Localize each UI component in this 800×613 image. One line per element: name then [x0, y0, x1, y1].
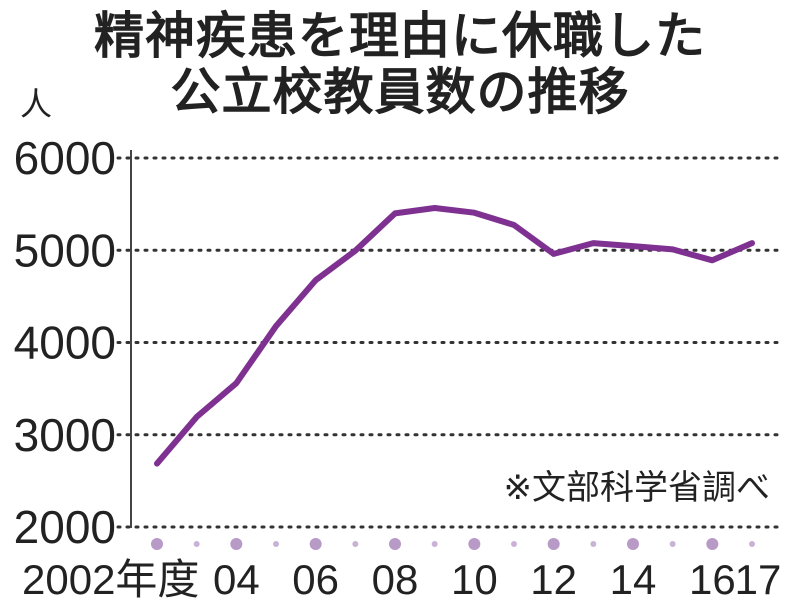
y-tick-label-2000: 2000 [14, 501, 116, 553]
x-marker-2014 [627, 538, 639, 550]
x-marker-2016 [706, 538, 719, 550]
data-point-2010 [473, 212, 475, 214]
data-point-2016 [711, 259, 713, 261]
data-point-2011 [513, 224, 515, 226]
y-tick-label-6000: 6000 [14, 132, 116, 184]
y-tick-label-4000: 4000 [14, 317, 116, 369]
x-marker-2002 [151, 538, 163, 550]
data-point-2004 [235, 382, 237, 384]
data-point-2017 [751, 242, 753, 244]
chart-title-line-2: 公立校教員数の推移 [170, 63, 630, 121]
x-marker-2006 [309, 538, 322, 550]
x-tick-label-2002: 2002年度 [22, 556, 199, 603]
y-tick-label-3000: 3000 [14, 409, 116, 461]
x-marker-2007 [352, 541, 359, 547]
x-tick-label-2006: 06 [292, 556, 339, 603]
x-marker-2009 [431, 541, 438, 547]
chart-title-line-1: 精神疾患を理由に休職した [94, 7, 706, 65]
data-point-2005 [275, 325, 277, 327]
chart-title: 精神疾患を理由に休職した 公立校教員数の推移 [0, 8, 800, 120]
x-tick-label-2017: 17 [735, 556, 782, 603]
data-point-2008 [394, 212, 396, 214]
data-point-2014 [632, 245, 634, 247]
source-note: ※文部科学省調べ [503, 468, 771, 508]
x-tick-label-2010: 10 [451, 556, 498, 603]
x-marker-2003 [193, 541, 200, 547]
y-tick-label-5000: 5000 [14, 224, 116, 276]
data-point-2009 [434, 207, 436, 209]
x-tick-label-2016: 16 [689, 556, 736, 603]
x-tick-label-2004: 04 [213, 556, 260, 603]
data-point-2015 [672, 248, 674, 250]
x-tick-label-2008: 08 [372, 556, 419, 603]
x-marker-2008 [389, 538, 401, 550]
data-point-2002 [156, 463, 158, 465]
data-point-2003 [196, 416, 198, 418]
x-marker-2004 [230, 538, 243, 550]
data-point-2012 [553, 253, 555, 255]
x-marker-2011 [511, 541, 517, 547]
x-marker-2005 [273, 541, 279, 547]
x-tick-label-2014: 14 [610, 556, 657, 603]
series-line-0 [154, 205, 755, 467]
x-tick-label-2012: 12 [530, 556, 577, 603]
data-point-2013 [592, 242, 594, 244]
x-marker-2013 [590, 541, 597, 547]
x-marker-2012 [547, 538, 560, 550]
data-point-2006 [315, 279, 317, 281]
data-point-2007 [354, 250, 356, 252]
x-marker-2015 [669, 541, 676, 547]
y-axis-unit-label: 人 [20, 85, 53, 123]
x-marker-2017 [749, 541, 755, 547]
x-marker-2010 [468, 538, 481, 550]
